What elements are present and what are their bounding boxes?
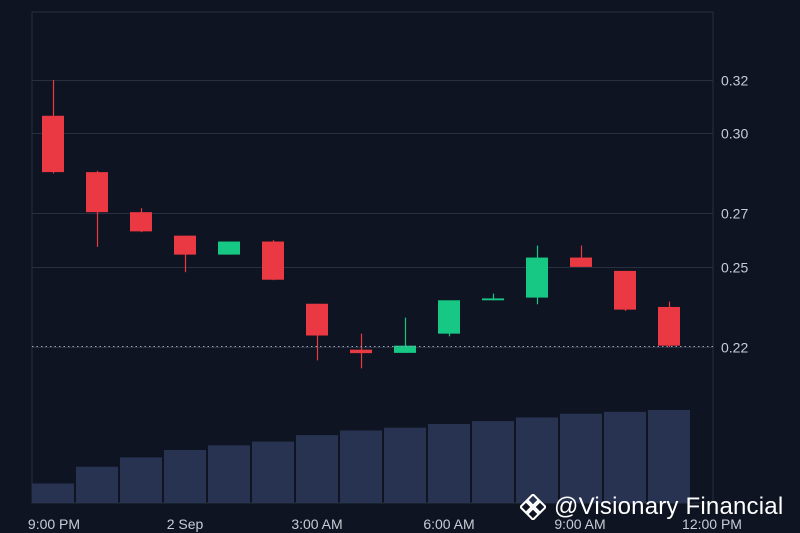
candle-body xyxy=(174,235,196,255)
candle-body xyxy=(570,257,592,267)
volume-bar xyxy=(120,457,162,503)
candle-body xyxy=(262,241,284,280)
volume-bar xyxy=(340,430,382,503)
candle-body xyxy=(42,115,64,173)
x-tick-label: 9:00 AM xyxy=(554,516,605,532)
x-tick-label: 12:00 PM xyxy=(682,516,742,532)
candle-body xyxy=(130,212,152,232)
y-tick-label: 0.22 xyxy=(721,340,748,356)
volume-bar xyxy=(252,441,294,503)
candle-body xyxy=(526,257,548,298)
candle-body xyxy=(482,298,504,301)
watermark-text: @Visionary Financial xyxy=(554,493,784,520)
y-tick-label: 0.27 xyxy=(721,206,748,222)
binance-logo-icon xyxy=(520,494,546,520)
volume-bar xyxy=(164,449,206,503)
volume-bar xyxy=(560,413,602,503)
y-tick-label: 0.25 xyxy=(721,260,748,276)
x-tick-label: 3:00 AM xyxy=(291,516,342,532)
candle-body xyxy=(306,303,328,336)
candle-body xyxy=(658,306,680,346)
candle-body xyxy=(614,270,636,310)
volume-bar xyxy=(76,466,118,503)
volume-bar xyxy=(296,435,338,503)
x-tick-label: 9:00 PM xyxy=(28,516,80,532)
volume-bar xyxy=(648,410,690,503)
volume-bar xyxy=(604,411,646,503)
candle-body xyxy=(394,345,416,353)
volume-bar xyxy=(516,417,558,503)
volume-bar xyxy=(384,427,426,503)
volume-bar xyxy=(32,483,74,503)
volume-bar xyxy=(428,423,470,503)
candle-body xyxy=(86,172,108,213)
volume-bar xyxy=(208,445,250,503)
y-tick-label: 0.30 xyxy=(721,126,748,142)
x-tick-label: 6:00 AM xyxy=(423,516,474,532)
candle-body xyxy=(438,300,460,334)
watermark: @Visionary Financial xyxy=(520,491,783,523)
y-tick-label: 0.32 xyxy=(721,73,748,89)
candle-body xyxy=(350,349,372,354)
volume-bar xyxy=(472,421,514,503)
candle-body xyxy=(218,241,240,255)
x-tick-label: 2 Sep xyxy=(167,516,204,532)
